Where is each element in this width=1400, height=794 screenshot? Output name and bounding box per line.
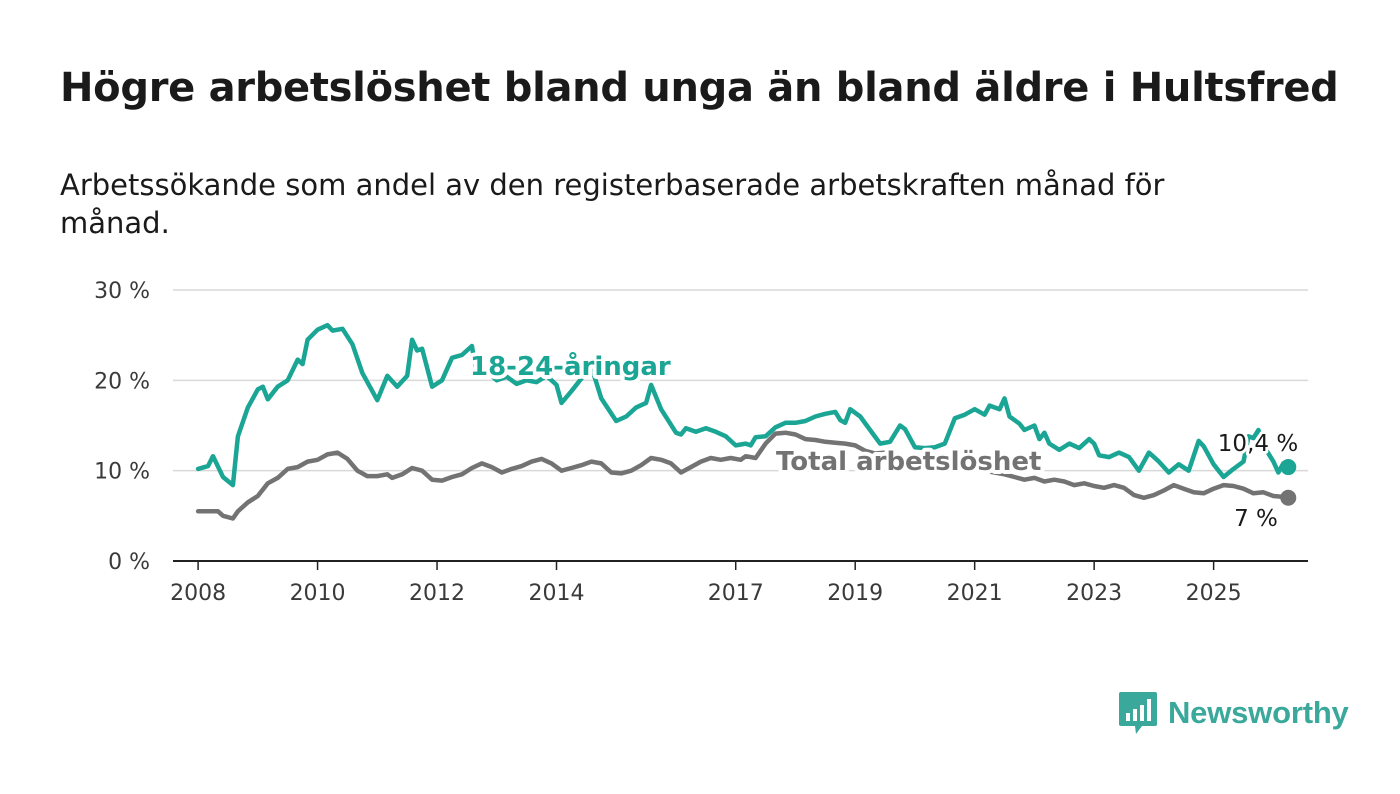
bar-chart-speech-bubble-icon (1119, 692, 1157, 734)
end-value-label-0: 10,4 % (1218, 431, 1298, 457)
y-tick-label: 10 % (94, 460, 150, 485)
x-tick-label: 2010 (290, 581, 346, 606)
end-point-0 (1280, 459, 1297, 476)
series-line-1 (195, 430, 1291, 521)
end-value-label-1: 7 % (1234, 506, 1278, 532)
series-label-1: Total arbetslöshet (776, 447, 1041, 477)
series-line-0 (195, 322, 1291, 488)
y-tick-label: 20 % (94, 369, 150, 394)
series-label-0: 18-24-åringar (470, 350, 671, 382)
y-axis-labels: 0 % 10 % 20 % 30 % (94, 279, 150, 575)
x-tick-label: 2014 (529, 581, 585, 606)
end-point-1 (1280, 489, 1297, 506)
x-axis: 2008 2010 2012 2014 2017 2019 2021 2023 2025 (170, 560, 1308, 606)
y-tick-label: 30 % (94, 279, 150, 304)
x-tick-label: 2008 (170, 581, 226, 606)
y-tick-label: 0 % (108, 550, 150, 575)
chart-title: Högre arbetslöshet bland unga än bland ä… (60, 65, 1339, 111)
series-lines (195, 322, 1297, 521)
newsworthy-logo: Newsworthy (1118, 690, 1349, 736)
x-tick-label: 2023 (1066, 581, 1122, 606)
x-tick-label: 2012 (409, 581, 465, 606)
brand-name: Newsworthy (1168, 695, 1349, 730)
x-tick-label: 2025 (1186, 581, 1242, 606)
x-tick-label: 2017 (708, 581, 764, 606)
x-tick-label: 2019 (827, 581, 883, 606)
chart-subtitle: Arbetssökande som andel av den registerb… (60, 168, 1165, 240)
series-labels: 18-24-åringar Total arbetslöshet 10,4 % 7 % (466, 346, 1301, 535)
x-tick-label: 2021 (947, 581, 1003, 606)
grid-lines (173, 289, 1308, 472)
